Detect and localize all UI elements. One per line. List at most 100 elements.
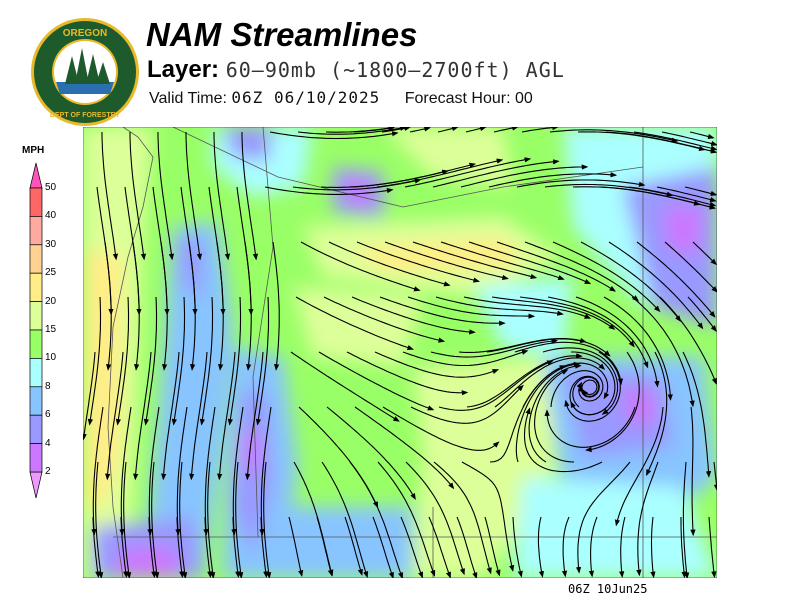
streamline xyxy=(199,296,214,426)
streamline xyxy=(382,406,500,451)
streamline xyxy=(83,351,96,441)
streamline xyxy=(690,406,696,537)
streamline xyxy=(120,516,129,578)
streamline xyxy=(614,406,664,527)
legend-swatch xyxy=(29,414,43,444)
streamline xyxy=(176,516,185,578)
legend-under-triangle xyxy=(29,471,43,499)
streamline xyxy=(575,296,660,388)
streamline xyxy=(175,406,188,536)
legend-label: 4 xyxy=(45,437,51,449)
forecast-hour-value: 00 xyxy=(514,90,533,107)
streamline xyxy=(263,461,272,578)
streamline xyxy=(493,127,519,133)
streamline xyxy=(603,296,673,401)
layer-info: Layer: 60–90mb (~1800–2700ft) AGL xyxy=(147,56,565,84)
streamline xyxy=(104,241,112,371)
streamline xyxy=(656,186,717,203)
streamline xyxy=(661,131,717,147)
streamline xyxy=(185,132,203,261)
streamline xyxy=(636,461,659,577)
oregon-department-of-forestry-logo: OREGON DEPT OF FORESTRY xyxy=(31,18,139,126)
streamline xyxy=(440,241,565,280)
streamline xyxy=(523,407,603,473)
streamline xyxy=(534,369,575,463)
streamline xyxy=(227,296,242,426)
legend-swatch xyxy=(29,301,43,331)
streamline xyxy=(521,127,559,133)
streamline xyxy=(435,296,564,316)
legend-swatch xyxy=(29,386,43,416)
streamline xyxy=(456,516,478,578)
streamline xyxy=(119,406,132,536)
streamline xyxy=(290,351,400,422)
streamline xyxy=(92,516,101,578)
color-legend xyxy=(29,162,43,499)
streamline xyxy=(410,384,524,424)
streamline xyxy=(328,241,451,287)
streamline xyxy=(402,349,529,367)
streamline xyxy=(682,351,712,478)
streamline xyxy=(351,296,476,335)
streamline xyxy=(384,241,509,280)
streamline xyxy=(255,296,270,426)
streamline xyxy=(231,406,244,536)
legend-unit: MPH xyxy=(22,145,45,156)
streamline xyxy=(217,351,236,481)
streamline xyxy=(300,241,421,292)
streamline xyxy=(684,186,717,197)
streamline xyxy=(87,296,102,426)
streamline xyxy=(430,338,559,358)
streamline xyxy=(232,516,241,578)
streamline xyxy=(133,351,152,481)
streamline xyxy=(272,241,280,371)
streamline xyxy=(101,132,119,261)
streamline xyxy=(407,296,536,319)
streamline xyxy=(537,516,545,578)
layer-label: Layer: xyxy=(147,56,220,83)
legend-label: 20 xyxy=(45,295,57,307)
streamline xyxy=(544,406,636,448)
streamline xyxy=(547,296,649,369)
streamline xyxy=(323,296,446,343)
wind-speed-shading xyxy=(83,127,717,578)
streamline xyxy=(692,241,717,266)
streamline xyxy=(245,351,264,481)
streamline xyxy=(148,516,157,578)
streamline xyxy=(633,131,717,151)
streamline xyxy=(404,157,532,188)
streamline xyxy=(515,361,581,463)
streamline xyxy=(374,351,500,378)
streamline xyxy=(147,406,160,536)
streamline xyxy=(432,159,560,188)
streamline xyxy=(512,516,523,578)
legend-label: 15 xyxy=(45,324,57,335)
legend-label: 8 xyxy=(45,380,51,392)
streamline xyxy=(259,406,272,536)
streamline xyxy=(151,461,160,578)
streamline xyxy=(241,132,259,261)
streamline xyxy=(381,127,411,133)
streamline xyxy=(494,357,606,408)
legend-label: 40 xyxy=(45,210,57,222)
legend-swatch xyxy=(29,187,43,217)
streamline xyxy=(143,296,158,426)
streamline xyxy=(188,241,196,371)
streamline xyxy=(203,406,216,536)
legend-label: 25 xyxy=(45,267,57,279)
streamline xyxy=(646,351,668,476)
streamline xyxy=(460,164,589,188)
streamline xyxy=(115,296,130,426)
streamline xyxy=(491,296,616,330)
streamline xyxy=(636,241,716,318)
streamline xyxy=(713,461,717,492)
streamline xyxy=(561,516,570,578)
streamline xyxy=(463,296,592,319)
streamline xyxy=(353,127,396,133)
streamline xyxy=(348,162,476,188)
streamline xyxy=(466,353,583,408)
streamline xyxy=(123,461,132,578)
streamline xyxy=(664,241,717,293)
legend-swatch xyxy=(29,244,43,274)
streamline xyxy=(216,241,224,371)
